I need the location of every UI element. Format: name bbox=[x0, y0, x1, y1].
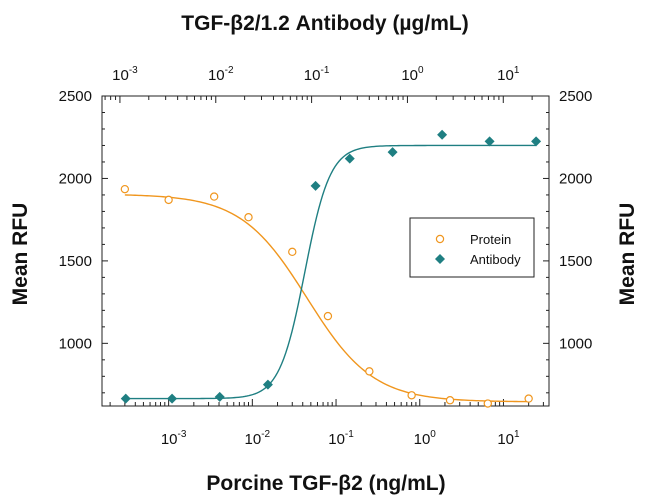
legend-label-antibody: Antibody bbox=[470, 252, 521, 267]
legend-marker-antibody bbox=[435, 254, 445, 264]
legend-label-protein: Protein bbox=[470, 232, 511, 247]
protein-point bbox=[524, 394, 533, 403]
y-tick-label: 1000 bbox=[59, 335, 92, 352]
protein-point bbox=[407, 391, 416, 400]
antibody-point bbox=[262, 379, 273, 390]
legend-box bbox=[409, 217, 535, 278]
y2-tick-label: 1000 bbox=[559, 335, 592, 352]
x-tick-label: 10-1 bbox=[328, 429, 354, 448]
protein-point bbox=[120, 184, 130, 194]
y2-axis-title: Mean RFU bbox=[616, 203, 639, 306]
x-tick-label: 100 bbox=[414, 429, 437, 448]
antibody-point bbox=[387, 147, 398, 158]
y-tick-label: 1500 bbox=[59, 253, 92, 270]
y-tick-label: 2500 bbox=[59, 88, 92, 105]
y2-tick-label: 2500 bbox=[559, 88, 592, 105]
chart-title: TGF-β2/1.2 Antibody (µg/mL) bbox=[181, 12, 468, 35]
x2-tick-label: 10-2 bbox=[208, 65, 234, 84]
antibody-point bbox=[531, 136, 542, 147]
y2-tick-label: 1500 bbox=[559, 253, 592, 270]
x-axis-title: Porcine TGF-β2 (ng/mL) bbox=[206, 472, 445, 495]
fit-curve-protein bbox=[124, 194, 529, 403]
x-tick-label: 10-3 bbox=[161, 429, 187, 448]
antibody-point bbox=[437, 129, 448, 140]
protein-point bbox=[365, 367, 374, 376]
protein-point bbox=[209, 192, 219, 201]
y-tick-label: 2000 bbox=[59, 170, 92, 187]
protein-point bbox=[244, 212, 253, 222]
antibody-point bbox=[484, 136, 495, 147]
x-tick-label: 10-2 bbox=[245, 429, 271, 448]
x2-tick-label: 101 bbox=[497, 65, 520, 84]
axes: 1000 1000 1500 1500 2000 2000 2500 2500 10-3 10-2… bbox=[59, 65, 593, 448]
x-tick-label: 101 bbox=[497, 429, 520, 448]
x2-tick-label: 10-3 bbox=[112, 65, 138, 84]
antibody-point bbox=[344, 153, 355, 164]
data-points bbox=[120, 129, 542, 408]
protein-point bbox=[483, 399, 492, 408]
antibody-point bbox=[214, 391, 225, 402]
antibody-point bbox=[167, 393, 178, 404]
antibody-point bbox=[310, 180, 321, 191]
protein-point bbox=[323, 311, 333, 321]
plot-frame bbox=[101, 95, 550, 407]
protein-point bbox=[288, 247, 297, 257]
x2-tick-label: 100 bbox=[401, 65, 424, 84]
x2-tick-label: 10-1 bbox=[304, 65, 330, 84]
legend-marker-protein bbox=[435, 234, 445, 244]
protein-point bbox=[445, 396, 455, 405]
antibody-point bbox=[120, 393, 131, 404]
protein-point bbox=[164, 195, 173, 205]
y-axis-title: Mean RFU bbox=[9, 203, 32, 306]
legend: Protein Antibody bbox=[409, 217, 535, 278]
y2-tick-label: 2000 bbox=[559, 170, 592, 187]
fit-curve-antibody bbox=[125, 144, 537, 400]
fit-curves bbox=[124, 144, 537, 403]
